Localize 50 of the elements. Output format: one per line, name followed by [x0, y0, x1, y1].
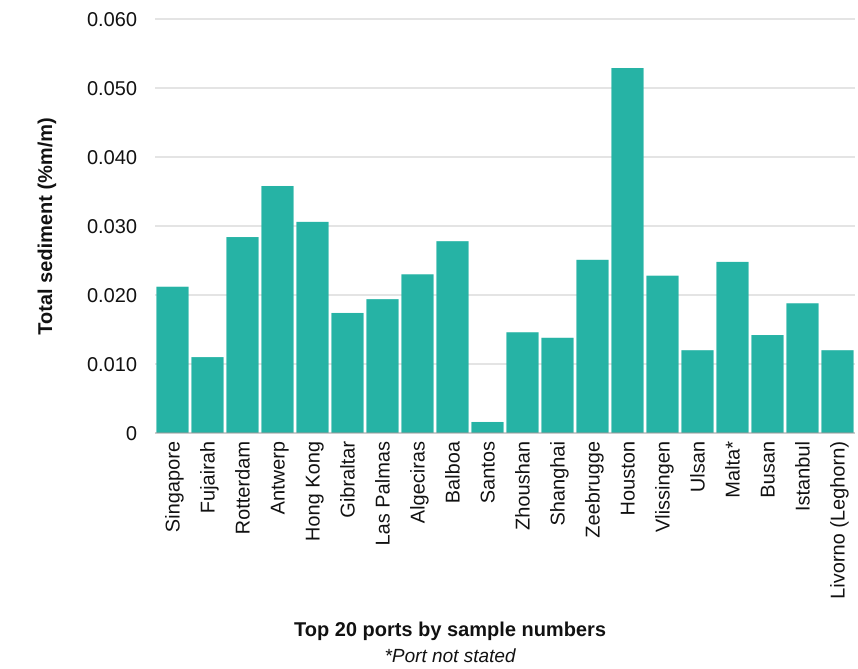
x-tick-label: Balboa	[442, 440, 464, 504]
bar	[751, 335, 784, 433]
x-tick-label: Livorno (Leghorn)	[828, 441, 850, 599]
bar	[261, 186, 294, 433]
bar	[541, 338, 574, 433]
bar	[506, 332, 539, 433]
bar	[156, 286, 189, 433]
y-tick-label: 0.050	[86, 78, 137, 100]
bar	[191, 357, 224, 433]
y-axis-title: Total sediment (%m/m)	[35, 117, 57, 335]
x-tick-label: Busan	[758, 441, 780, 498]
bar	[331, 312, 364, 433]
y-tick-label: 0.060	[86, 9, 137, 31]
bar	[226, 237, 259, 433]
bar	[716, 262, 749, 433]
y-tick-label: 0	[126, 423, 137, 445]
x-tick-label: Algeciras	[408, 441, 430, 524]
x-axis-title: Top 20 ports by sample numbers	[294, 619, 606, 641]
bar	[611, 68, 644, 433]
x-tick-label: Ulsan	[688, 441, 710, 492]
x-tick-label: Malta*	[722, 440, 744, 498]
x-tick-label: Las Palmas	[372, 441, 394, 546]
bar	[681, 350, 714, 433]
bar	[296, 222, 329, 433]
bar	[576, 260, 609, 433]
x-tick-label: Zhoushan	[512, 441, 534, 530]
y-tick-label: 0.010	[86, 354, 137, 376]
x-tick-label: Rotterdam	[232, 441, 254, 534]
x-tick-label: Shanghai	[548, 441, 570, 526]
x-tick-label: Singapore	[162, 441, 184, 532]
bar	[786, 303, 819, 433]
x-tick-label: Fujairah	[198, 441, 220, 514]
x-tick-label: Houston	[618, 441, 640, 516]
x-tick-label: Zeebrugge	[582, 441, 604, 538]
x-tick-label: Antwerp	[268, 441, 290, 514]
x-tick-label: Gibraltar	[338, 440, 360, 518]
y-tick-label: 0.030	[86, 216, 137, 238]
x-tick-label: Santos	[478, 441, 500, 504]
y-tick-label: 0.020	[86, 285, 137, 307]
y-tick-label: 0.040	[86, 147, 137, 169]
bar	[366, 299, 399, 433]
x-tick-label: Istanbul	[792, 441, 814, 512]
bar	[436, 241, 469, 433]
bar	[646, 276, 679, 433]
text: *Port not stated	[384, 646, 517, 667]
bar	[821, 350, 854, 433]
bar	[471, 422, 504, 433]
x-tick-label: Vlissingen	[652, 441, 674, 532]
bar	[401, 274, 434, 433]
x-tick-label: Hong Kong	[302, 441, 324, 542]
